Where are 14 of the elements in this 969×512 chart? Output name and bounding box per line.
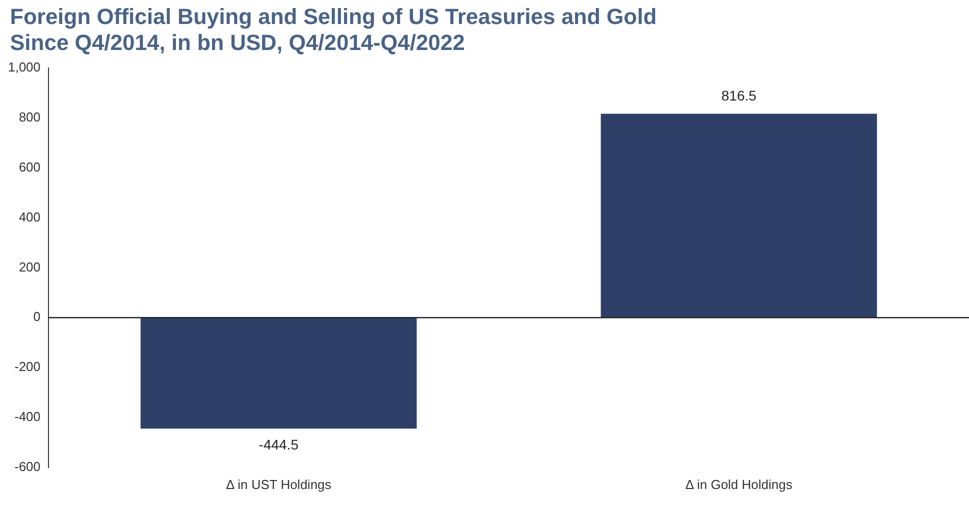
y-tick-label: 600 — [18, 159, 41, 174]
y-tick-label: 800 — [18, 110, 41, 125]
chart-title: Foreign Official Buying and Selling of US Treasuries and Gold Since Q4/2014, in bn USD, Q4/2014-Q4/2022 — [10, 4, 658, 56]
y-tick-label: -400 — [14, 409, 41, 424]
y-tick-label: 0 — [33, 309, 41, 324]
data-label: 816.5 — [721, 88, 757, 104]
data-label: -444.5 — [258, 436, 299, 452]
y-tick-label: -200 — [14, 359, 41, 374]
y-tick-label: 200 — [18, 259, 41, 274]
y-tick-label: 1,000 — [8, 60, 41, 75]
y-tick-label: -600 — [14, 458, 41, 474]
x-tick-label: Δ in Gold Holdings — [685, 476, 793, 492]
x-tick-label: Δ in UST Holdings — [226, 476, 332, 492]
y-tick-label: 400 — [18, 209, 41, 224]
